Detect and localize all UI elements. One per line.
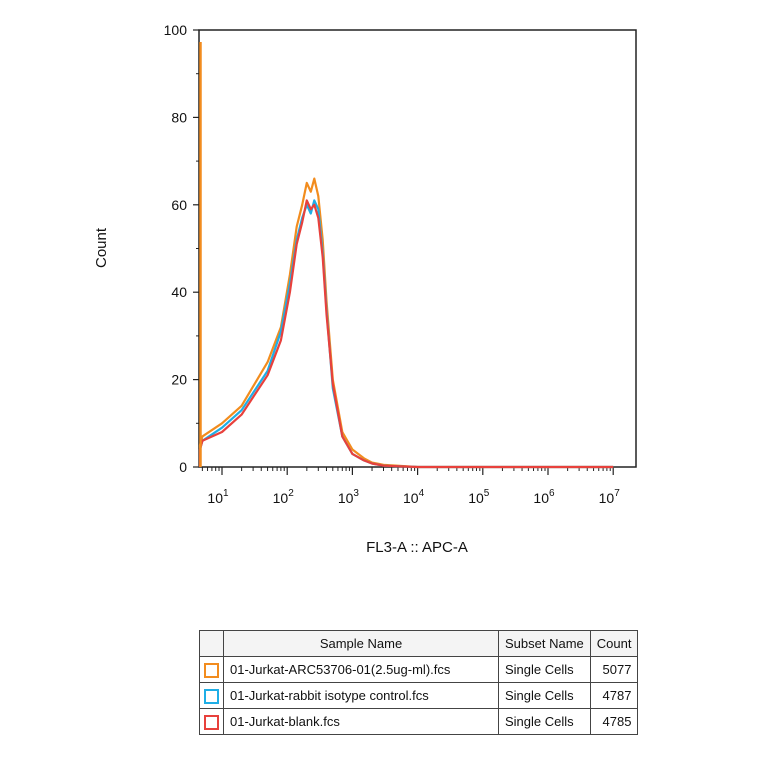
series-color-swatch-icon	[204, 662, 219, 678]
y-tick-label: 40	[171, 284, 187, 300]
x-tick-label: 105	[468, 488, 490, 506]
legend-row: 01-Jurkat-ARC53706-01(2.5ug-ml).fcs Sing…	[199, 656, 639, 683]
plot-frame	[198, 29, 637, 468]
y-tick-label: 0	[179, 459, 187, 475]
count-cell: 4785	[589, 708, 639, 735]
count-cell: 5077	[589, 656, 639, 683]
x-tick-label: 101	[207, 488, 229, 506]
sample-name-cell: 01-Jurkat-rabbit isotype control.fcs	[223, 682, 499, 709]
count-header: Count	[589, 630, 639, 657]
x-tick-label: 103	[338, 488, 360, 506]
histogram-series-line	[198, 177, 614, 469]
sample-legend-table: Sample Name Subset Name Count 01-Jurkat-…	[199, 630, 639, 735]
series-layer	[198, 42, 614, 469]
histogram-chart: 0 20 40 60 80 100 101 102 103 104 105 106 107 Count…	[93, 22, 637, 556]
x-axis-label: FL3-A :: APC-A	[366, 539, 468, 556]
y-axis: 0 20 40 60 80 100	[164, 22, 199, 475]
legend-swatch-cell	[199, 656, 224, 683]
series-color-swatch-icon	[204, 714, 219, 730]
subset-name-cell: Single Cells	[498, 708, 591, 735]
y-tick-label: 80	[171, 109, 187, 125]
legend-row: 01-Jurkat-blank.fcs Single Cells 4785	[199, 708, 639, 735]
subset-name-cell: Single Cells	[498, 656, 591, 683]
x-tick-label: 104	[403, 488, 425, 506]
sample-name-cell: 01-Jurkat-blank.fcs	[223, 708, 499, 735]
y-axis-label: Count	[93, 227, 110, 268]
histogram-series-line	[198, 199, 614, 469]
x-tick-label: 106	[533, 488, 555, 506]
histogram-series-line	[198, 199, 614, 469]
sample-name-cell: 01-Jurkat-ARC53706-01(2.5ug-ml).fcs	[223, 656, 499, 683]
y-tick-label: 100	[164, 22, 188, 38]
legend-swatch-cell	[199, 682, 224, 709]
subset-name-header: Subset Name	[498, 630, 591, 657]
count-cell: 4787	[589, 682, 639, 709]
legend-header-row: Sample Name Subset Name Count	[199, 630, 639, 657]
x-tick-label: 107	[599, 488, 621, 506]
sample-name-header: Sample Name	[223, 630, 499, 657]
series-color-swatch-icon	[204, 688, 219, 704]
y-tick-label: 60	[171, 197, 187, 213]
x-axis: 101 102 103 104 105 106 107	[201, 467, 621, 506]
y-tick-label: 20	[171, 372, 187, 388]
x-tick-label: 102	[273, 488, 295, 506]
swatch-header	[199, 630, 224, 657]
legend-row: 01-Jurkat-rabbit isotype control.fcs Sin…	[199, 682, 639, 709]
subset-name-cell: Single Cells	[498, 682, 591, 709]
legend-swatch-cell	[199, 708, 224, 735]
